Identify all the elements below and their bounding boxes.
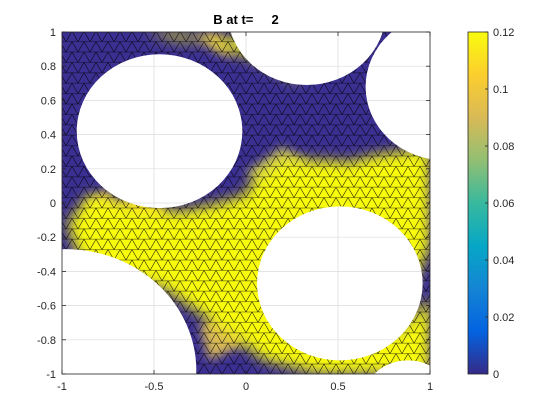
y-tick-label: 0.6 <box>41 95 56 107</box>
colorbar-tick-label: 0 <box>493 369 499 381</box>
colorbar: 0 0.02 0.04 0.06 0.08 0.1 0.12 <box>467 27 514 381</box>
colorbar-tick-label: 0.12 <box>493 27 514 39</box>
y-tick-label: 1 <box>50 27 56 39</box>
x-tick-label: 0.5 <box>330 381 345 393</box>
colorbar-tick-label: 0.06 <box>493 198 514 210</box>
x-axis-ticks: -1 -0.5 0 0.5 1 <box>57 32 433 393</box>
y-tick-label: -0.4 <box>37 266 56 278</box>
plot-area: -1 -0.5 0 0.5 1 1 0.8 0.6 0.4 0.2 0 -0.2 -0.4 -0.6 -0… <box>37 12 433 393</box>
colorbar-tick-label: 0.1 <box>493 84 508 96</box>
y-tick-label: -0.2 <box>37 232 56 244</box>
x-tick-label: 1 <box>427 381 433 393</box>
colorbar-tick-label: 0.04 <box>493 255 514 267</box>
colorbar-ticks: 0 0.02 0.04 0.06 0.08 0.1 0.12 <box>485 27 514 381</box>
y-tick-label: 0.4 <box>41 130 56 142</box>
y-tick-label: 0 <box>50 198 56 210</box>
y-tick-label: -0.8 <box>37 335 56 347</box>
chart-title: B at t= 2 <box>213 12 278 27</box>
colorbar-tick-label: 0.08 <box>493 141 514 153</box>
y-tick-label: 0.2 <box>41 164 56 176</box>
y-tick-label: 0.8 <box>41 61 56 73</box>
x-tick-label: -0.5 <box>145 381 164 393</box>
solution-field <box>62 32 430 374</box>
y-tick-label: -0.6 <box>37 301 56 313</box>
x-tick-label: -1 <box>57 381 67 393</box>
y-axis-ticks: 1 0.8 0.6 0.4 0.2 0 -0.2 -0.4 -0.6 -0.8 -1 <box>37 27 430 381</box>
x-tick-label: 0 <box>243 381 249 393</box>
colorbar-tick-label: 0.02 <box>493 312 514 324</box>
y-tick-label: -1 <box>46 369 56 381</box>
